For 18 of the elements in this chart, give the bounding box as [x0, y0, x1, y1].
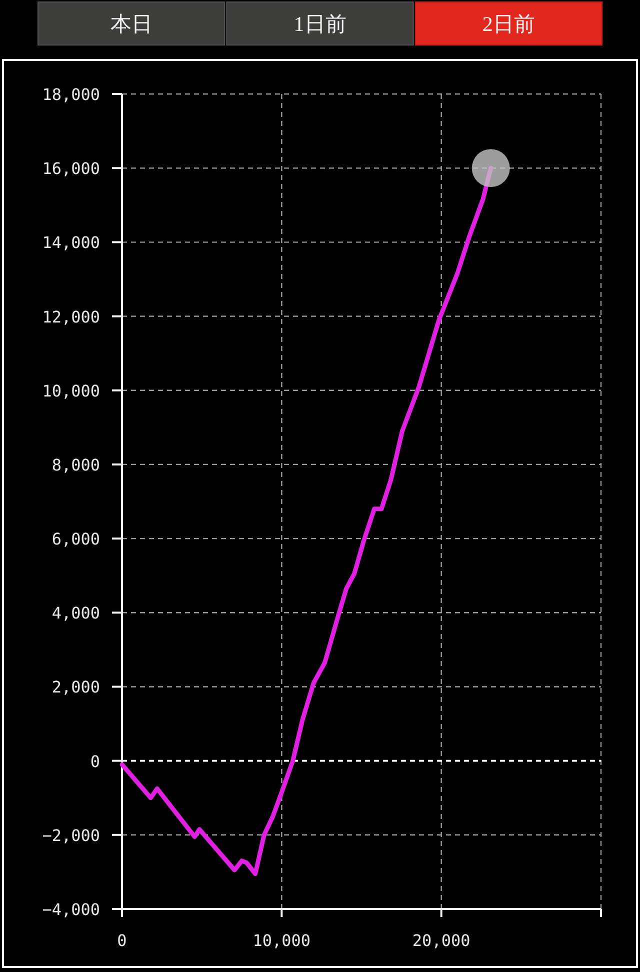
tab: 本日	[38, 2, 226, 46]
y-tick-label: 8,000	[52, 455, 100, 474]
y-tick-label: 4,000	[52, 604, 100, 623]
tab: 2日前	[414, 2, 602, 46]
y-tick-label: 12,000	[42, 307, 100, 326]
y-tick-label: 2,000	[52, 678, 100, 697]
y-tick-label: 18,000	[42, 85, 100, 104]
y-tick-label: 0	[90, 752, 100, 771]
y-tick-label: 16,000	[42, 159, 100, 178]
y-tick-label: −4,000	[42, 900, 100, 919]
y-tick-label: 14,000	[42, 233, 100, 252]
x-tick-label: 20,000	[412, 931, 470, 950]
x-tick-label: 10,000	[252, 931, 311, 950]
y-tick-label: −2,000	[42, 826, 100, 845]
x-tick-label: 0	[117, 931, 127, 950]
tab: 1日前	[226, 2, 414, 46]
y-tick-label: 10,000	[42, 381, 100, 400]
y-tick-label: 6,000	[52, 530, 100, 549]
